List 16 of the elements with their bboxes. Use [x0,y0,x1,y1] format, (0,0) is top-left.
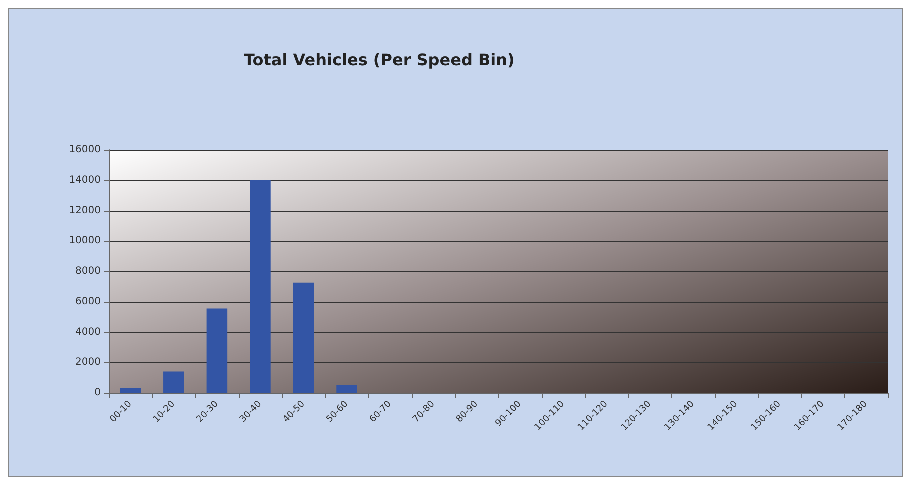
y-tick-label: 0 [94,388,101,398]
bar [120,388,142,393]
y-tick-label: 12000 [69,205,101,216]
y-tick-label: 16000 [69,144,101,156]
bar [293,282,314,393]
y-tick-label: 10000 [69,236,101,247]
bar [206,308,228,393]
y-tick-label: 14000 [69,174,101,186]
bar [164,372,184,393]
y-tick-label: 6000 [76,296,101,308]
bar [336,385,358,393]
bar [250,180,271,393]
y-tick-label: 2000 [76,357,101,368]
y-tick-label: 4000 [76,326,101,338]
y-tick-label: 8000 [76,266,101,277]
chart-title: Total Vehicles (Per Speed Bin) [244,50,515,70]
